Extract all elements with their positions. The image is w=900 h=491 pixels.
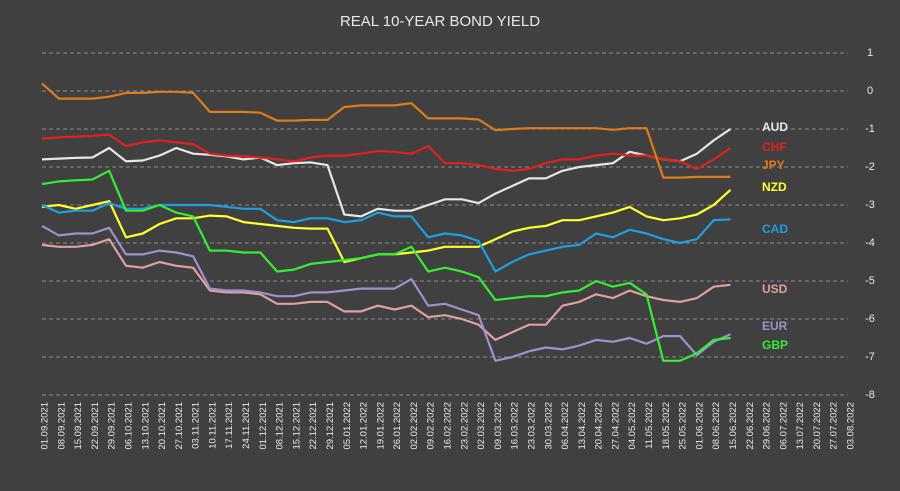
x-tick-label: 29.09.2021 [107, 402, 118, 450]
series-line [41, 224, 731, 362]
x-tick-label: 03.08.2022 [846, 402, 857, 450]
legend-label: CHF [762, 140, 787, 154]
x-tick-label: 04.05.2022 [627, 402, 638, 450]
x-tick-label: 20.04.2022 [594, 402, 605, 450]
y-tick-label: 1 [867, 47, 873, 59]
legend-label: EUR [762, 319, 788, 333]
x-tick-label: 15.06.2022 [728, 402, 739, 450]
x-tick-label: 01.09.2021 [40, 402, 51, 450]
x-tick-label: 23.03.2022 [526, 402, 537, 450]
x-tick-label: 22.06.2022 [745, 402, 756, 450]
y-tick-label: -7 [865, 351, 875, 363]
x-tick-label: 01.06.2022 [694, 402, 705, 450]
x-tick-label: 12.01.2022 [359, 402, 370, 450]
x-tick-label: 13.07.2022 [795, 402, 806, 450]
x-tick-label: 22.09.2021 [90, 402, 101, 450]
x-tick-label: 09.02.2022 [426, 402, 437, 450]
x-tick-label: 17.11.2021 [224, 402, 235, 449]
series-line [41, 169, 731, 362]
legend-label: CAD [762, 222, 788, 236]
x-tick-label: 02.02.2022 [409, 402, 420, 450]
x-tick-label: 27.07.2022 [829, 402, 840, 450]
series-line [41, 82, 731, 179]
series-line [41, 238, 731, 341]
y-tick-label: -5 [865, 275, 875, 287]
x-tick-label: 03.11.2021 [191, 402, 202, 449]
x-tick-label: 08.06.2022 [711, 402, 722, 450]
legend-label: GBP [762, 338, 788, 352]
legend-label: AUD [762, 120, 788, 134]
y-tick-label: -1 [865, 123, 875, 135]
x-tick-label: 13.04.2022 [577, 402, 588, 450]
chart-title: REAL 10-YEAR BOND YIELD [340, 13, 540, 30]
series-line [41, 128, 732, 218]
y-tick-label: 0 [867, 85, 873, 97]
x-tick-label: 20.07.2022 [812, 402, 823, 450]
y-tick-label: -4 [865, 237, 875, 249]
x-tick-label: 16.02.2022 [443, 402, 454, 450]
legend-label: JPY [762, 158, 785, 172]
x-tick-label: 15.09.2021 [73, 402, 84, 450]
x-tick-label: 08.12.2021 [275, 402, 286, 450]
x-tick-label: 13.10.2021 [140, 402, 151, 450]
x-tick-label: 01.12.2021 [258, 402, 269, 450]
x-tick-label: 29.12.2021 [325, 402, 336, 450]
x-tick-label: 18.05.2022 [661, 402, 672, 450]
x-tick-label: 29.06.2022 [762, 402, 773, 450]
x-tick-label: 26.01.2022 [392, 402, 403, 450]
x-tick-label: 11.05.2022 [644, 402, 655, 449]
legend-label: NZD [762, 180, 787, 194]
y-tick-label: -6 [865, 313, 875, 325]
x-tick-label: 23.02.2022 [459, 402, 470, 450]
x-tick-label: 27.10.2021 [174, 402, 185, 450]
x-tick-label: 06.10.2021 [123, 402, 134, 450]
x-tick-label: 25.05.2022 [678, 402, 689, 450]
x-tick-label: 06.07.2022 [778, 402, 789, 450]
x-tick-label: 15.12.2021 [291, 402, 302, 450]
y-tick-label: -3 [865, 199, 875, 211]
y-tick-label: -2 [865, 161, 875, 173]
x-tick-label: 27.04.2022 [610, 402, 621, 450]
x-tick-label: 09.03.2022 [493, 402, 504, 450]
x-tick-label: 06.04.2022 [560, 402, 571, 450]
x-tick-label: 08.09.2021 [56, 402, 67, 450]
y-tick-label: -8 [865, 389, 875, 401]
x-tick-label: 19.01.2022 [375, 402, 386, 450]
x-tick-label: 10.11.2021 [207, 402, 218, 449]
series-line [41, 133, 732, 172]
x-tick-label: 05.01.2022 [342, 402, 353, 450]
x-tick-label: 16.03.2022 [510, 402, 521, 450]
x-tick-label: 22.12.2021 [308, 402, 319, 450]
x-tick-label: 30.03.2022 [543, 402, 554, 450]
x-tick-label: 20.10.2021 [157, 402, 168, 450]
legend-label: USD [762, 282, 788, 296]
x-tick-label: 24.11.2021 [241, 402, 252, 449]
x-tick-label: 02.03.2022 [476, 402, 487, 450]
